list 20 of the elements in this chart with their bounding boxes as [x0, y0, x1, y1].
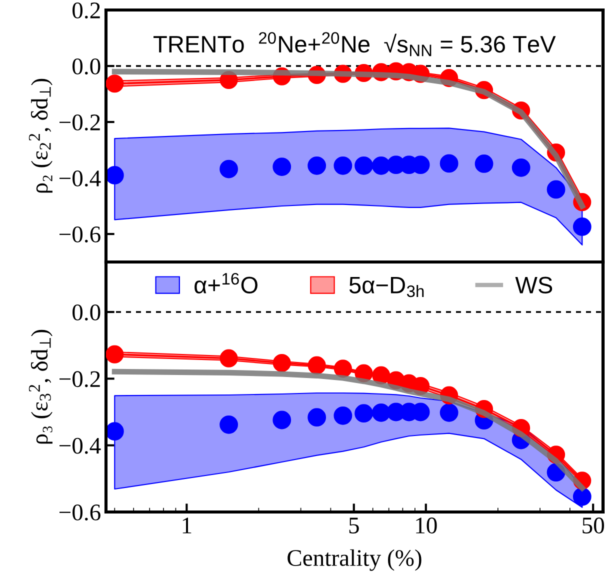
- x-tick-label: 5: [349, 518, 359, 534]
- x-tick-label: 10: [416, 518, 437, 534]
- legend-label: 5α−D$_{3h}$: [349, 276, 424, 298]
- y-axis-title: ρ₃ (ε$_{3}$$^{2}$, δd$_{⊥}$): [28, 330, 52, 444]
- legend-label: α+$^{16}$O: [194, 272, 258, 294]
- y-tick-label: −0.2: [59, 371, 100, 388]
- y-tick-label: 0.0: [72, 304, 100, 321]
- x-tick-label: 1: [182, 518, 192, 534]
- y-tick-label: −0.4: [59, 438, 101, 454]
- x-tick-label: 50: [582, 518, 604, 534]
- y-tick-label: 0.0: [72, 58, 100, 75]
- annotation: TRENTo $^{20}$Ne+$^{20}$Ne √s$_{NN}$ = 5.36 TeV: [154, 32, 556, 56]
- y-tick-label: −0.4: [59, 170, 101, 187]
- y-tick-label: 0.2: [72, 2, 100, 19]
- y-tick-label: −0.6: [59, 504, 100, 521]
- y-axis-title: ρ₂ (ε$_{2}$$^{2}$, δd$_{⊥}$): [28, 78, 52, 193]
- y-tick-label: −0.2: [59, 114, 100, 131]
- x-axis-title: Centrality (%): [288, 549, 422, 571]
- legend-label: WS: [515, 276, 552, 294]
- y-tick-label: −0.6: [59, 226, 100, 243]
